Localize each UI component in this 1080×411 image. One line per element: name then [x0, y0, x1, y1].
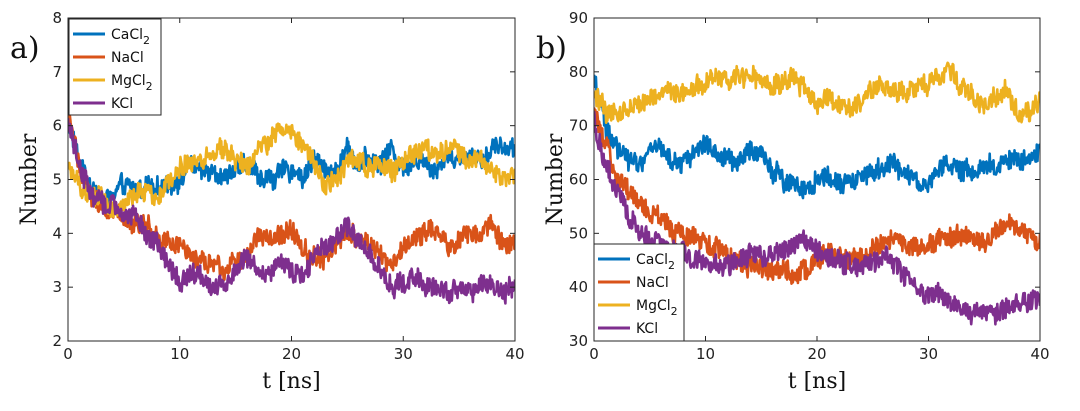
legend-label-mgcl2: MgCl2 [636, 298, 678, 318]
legend: CaCl2 NaCl MgCl2 KCl [68, 18, 162, 116]
x-tick-label: 10 [170, 345, 189, 363]
x-tick-label: 20 [807, 345, 826, 363]
x-axis-label: t [ns] [262, 369, 320, 394]
y-tick-label: 6 [52, 117, 62, 135]
y-axis-label: Number [17, 133, 42, 225]
panel-label: a) [10, 31, 40, 66]
series-line-mgcl2 [594, 61, 1040, 124]
series-line-mgcl2 [68, 122, 515, 219]
y-tick-label: 4 [52, 224, 62, 242]
legend-label-nacl: NaCl [111, 50, 144, 66]
y-tick-label: 50 [569, 224, 588, 242]
y-tick-label: 5 [52, 171, 62, 189]
series-group [68, 102, 515, 305]
legend-label-mgcl2: MgCl2 [111, 73, 153, 93]
x-tick-label: 0 [589, 345, 599, 363]
y-axis-label: Number [543, 133, 568, 225]
chart-panel-a: 0 10 20 30 40 2 3 4 5 6 7 8 t [ns] Number a) CaCl2 NaCl M… [10, 9, 525, 394]
series-line-kcl [68, 118, 515, 305]
y-tick-label: 7 [52, 63, 62, 81]
legend-subscript: 2 [668, 259, 675, 272]
y-tick-label: 2 [52, 332, 62, 350]
legend-subscript: 2 [143, 34, 150, 47]
y-tick-label: 90 [569, 9, 588, 27]
legend-subscript: 2 [146, 80, 153, 93]
panel-label: b) [536, 31, 567, 66]
y-tick-label: 30 [569, 332, 588, 350]
y-tick-label: 60 [569, 171, 588, 189]
y-tick-label: 8 [52, 9, 62, 27]
legend-subscript: 2 [671, 305, 678, 318]
y-tick-label: 3 [52, 278, 62, 296]
y-tick-label: 70 [569, 117, 588, 135]
legend-label-kcl: KCl [636, 321, 658, 337]
x-tick-label: 10 [696, 345, 715, 363]
x-axis-label: t [ns] [788, 369, 846, 394]
x-tick-label: 40 [505, 345, 524, 363]
x-tick-label: 30 [919, 345, 938, 363]
y-tick-label: 80 [569, 63, 588, 81]
x-tick-label: 0 [63, 345, 73, 363]
x-tick-label: 40 [1030, 345, 1049, 363]
legend-label-cacl2: CaCl2 [111, 27, 150, 47]
x-tick-label: 20 [282, 345, 301, 363]
legend: CaCl2 NaCl MgCl2 KCl [593, 243, 685, 342]
legend-label-nacl: NaCl [636, 275, 669, 291]
x-tick-label: 30 [394, 345, 413, 363]
y-tick-label: 40 [569, 278, 588, 296]
chart-panel-b: 0 10 20 30 40 30 40 50 60 70 80 90 t [ns] Number b) CaC… [536, 9, 1050, 394]
series-line-cacl2 [594, 74, 1040, 200]
legend-label-cacl2: CaCl2 [636, 252, 675, 272]
legend-label-kcl: KCl [111, 96, 133, 112]
